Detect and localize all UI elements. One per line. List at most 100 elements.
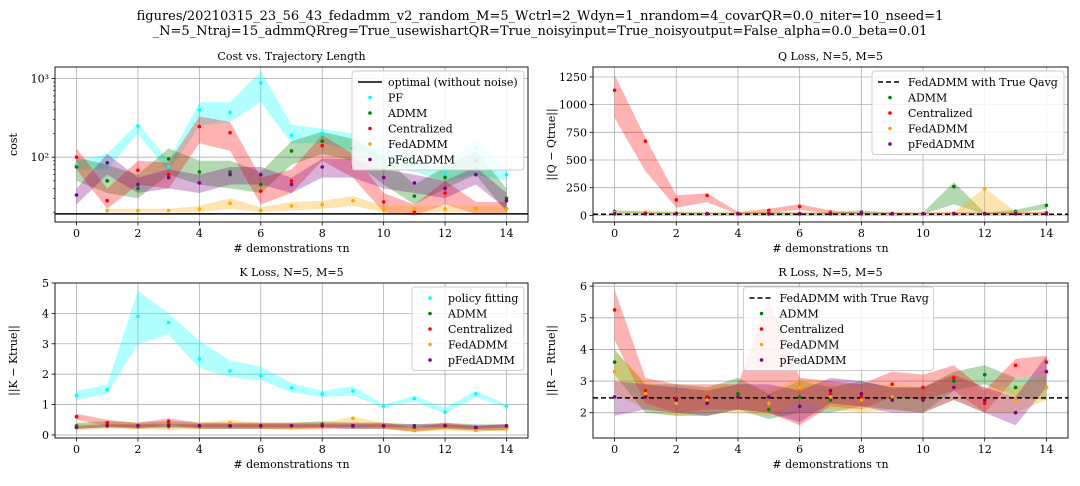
legend-marker xyxy=(368,157,372,162)
point-FedADMM xyxy=(828,395,833,399)
point-PF xyxy=(105,387,110,392)
y-tick-label: 10³ xyxy=(31,72,49,85)
point-ADMM xyxy=(1013,385,1018,390)
x-tick-label: 4 xyxy=(734,443,741,456)
legend-label: pFedADMM xyxy=(908,138,975,151)
point-PF xyxy=(289,386,294,390)
panel-title: Cost vs. Trajectory Length xyxy=(217,50,365,63)
point-ADMM xyxy=(197,170,202,174)
point-FedADMM xyxy=(473,428,478,433)
axes-frame xyxy=(592,66,1069,223)
point-FedADMM xyxy=(381,207,386,211)
point-PF xyxy=(289,133,294,138)
x-tick-label: 0 xyxy=(73,443,80,456)
point-pFedADMM xyxy=(320,424,325,428)
point-pFedADMM xyxy=(705,211,709,216)
x-axis-label: # demonstrations τn xyxy=(233,242,349,255)
legend-marker xyxy=(368,126,372,131)
point-FedADMM xyxy=(982,186,987,191)
point-pFedADMM xyxy=(643,211,648,216)
point-pFedADMM xyxy=(767,395,771,399)
y-tick-label: 4 xyxy=(42,307,49,320)
point-pFedADMM xyxy=(105,424,110,428)
point-pFedADMM xyxy=(921,398,925,402)
point-FedADMM xyxy=(412,207,417,211)
point-Centralized xyxy=(289,179,294,183)
point-Centralized xyxy=(859,395,864,399)
point-pFedADMM xyxy=(828,211,833,216)
point-Centralized xyxy=(166,419,171,424)
point-pFedADMM xyxy=(952,211,956,216)
point-pFedADMM xyxy=(828,388,833,393)
legend-label: pFedADMM xyxy=(388,154,455,167)
point-PF xyxy=(351,389,355,393)
legend-label: Centralized xyxy=(780,323,845,336)
point-pFedADMM xyxy=(921,211,925,216)
point-FedADMM xyxy=(612,369,617,374)
point-PF xyxy=(197,357,202,361)
point-Centralized xyxy=(890,382,894,387)
point-pFedADMM xyxy=(197,181,202,185)
point-pFedADMM xyxy=(197,424,202,428)
point-pFedADMM xyxy=(74,193,79,197)
point-Centralized xyxy=(105,198,110,203)
legend-label: Centralized xyxy=(448,323,513,336)
x-tick-label: 2 xyxy=(134,443,141,456)
point-PF xyxy=(166,320,171,325)
band-Centralized xyxy=(76,413,507,432)
point-pFedADMM xyxy=(674,398,679,402)
plot-area-q xyxy=(593,74,1068,216)
legend-marker xyxy=(428,342,432,347)
point-PF xyxy=(443,170,447,174)
point-FedADMM xyxy=(859,398,864,402)
x-tick-label: 8 xyxy=(319,443,326,456)
legend-marker xyxy=(368,95,372,100)
x-tick-label: 10 xyxy=(377,443,391,456)
point-pFedADMM xyxy=(473,425,478,430)
point-pFedADMM xyxy=(166,175,171,180)
x-tick-label: 6 xyxy=(796,227,803,240)
x-tick-label: 10 xyxy=(916,227,930,240)
point-PF xyxy=(228,110,232,115)
y-tick-label: 2 xyxy=(580,407,587,420)
point-Centralized xyxy=(136,168,140,173)
point-FedADMM xyxy=(320,202,325,207)
point-FedADMM xyxy=(197,207,202,211)
legend-label: ADMM xyxy=(387,107,427,120)
legend-marker xyxy=(428,327,432,331)
point-ADMM xyxy=(736,391,740,396)
point-PF xyxy=(136,124,140,128)
point-Centralized xyxy=(921,385,925,390)
point-PF xyxy=(381,404,386,408)
point-ADMM xyxy=(105,179,110,183)
band-FedADMM xyxy=(614,187,1047,215)
point-FedADMM xyxy=(228,421,232,425)
legend-label: FedADMM xyxy=(388,138,448,151)
point-pFedADMM xyxy=(982,398,987,402)
point-Centralized xyxy=(705,395,709,399)
point-Centralized xyxy=(320,143,325,148)
y-tick-label: 0 xyxy=(42,429,49,442)
point-pFedADMM xyxy=(412,181,417,185)
x-tick-label: 0 xyxy=(611,227,618,240)
legend-label: FedADMM with True Qavg xyxy=(908,76,1058,89)
point-pFedADMM xyxy=(890,211,894,216)
point-pFedADMM xyxy=(612,211,617,216)
point-Centralized xyxy=(767,208,771,213)
y-axis-label: ||R − Rtrue|| xyxy=(545,325,559,396)
point-ADMM xyxy=(166,157,171,161)
y-tick-label: 10² xyxy=(31,151,49,164)
point-PF xyxy=(228,369,232,373)
point-pFedADMM xyxy=(674,211,679,216)
point-pFedADMM xyxy=(351,424,355,428)
y-tick-label: 500 xyxy=(566,154,587,167)
point-PF xyxy=(412,396,417,401)
point-Centralized xyxy=(381,200,386,204)
point-ADMM xyxy=(767,407,771,412)
y-tick-label: 2 xyxy=(42,368,49,381)
legend-box xyxy=(743,286,934,371)
y-tick-label: 3 xyxy=(42,338,49,351)
axes-frame xyxy=(592,282,1069,439)
axes-frame xyxy=(54,282,529,439)
